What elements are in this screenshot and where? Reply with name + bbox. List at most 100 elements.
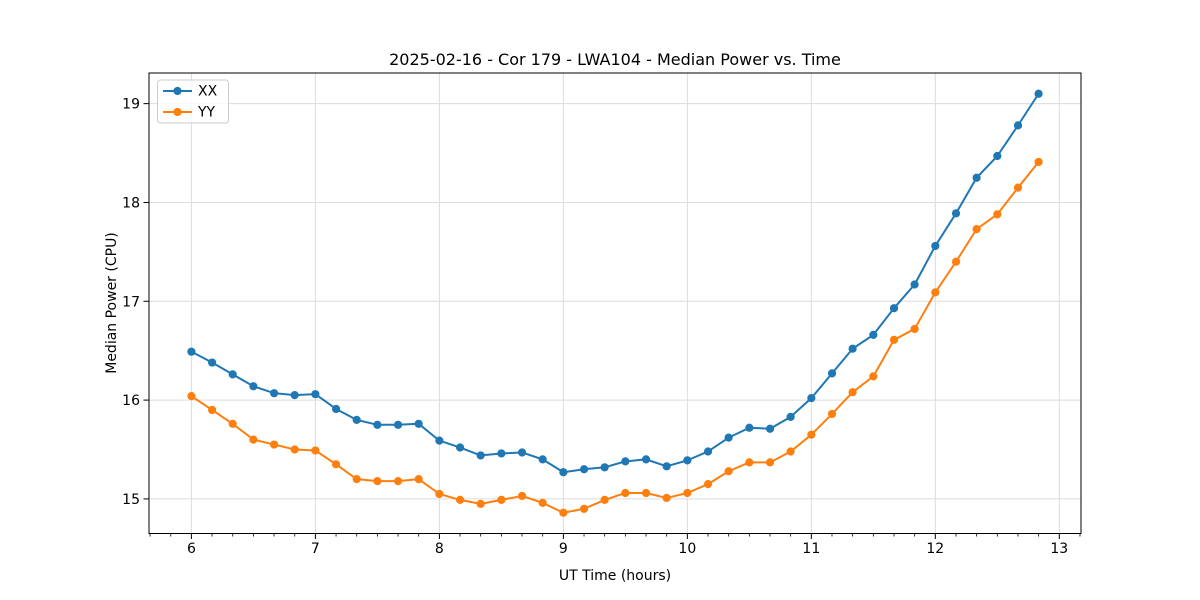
data-point-xx bbox=[187, 347, 196, 356]
data-point-yy bbox=[641, 488, 651, 498]
data-point-xx bbox=[993, 151, 1002, 161]
data-point-yy bbox=[765, 458, 775, 467]
data-point-xx bbox=[352, 415, 361, 424]
data-point-yy bbox=[517, 491, 527, 501]
data-point-xx bbox=[951, 209, 961, 218]
series-line-xx bbox=[190, 93, 1040, 474]
x-tick-label: 13 bbox=[1050, 541, 1068, 557]
legend-entry-xx: XX bbox=[163, 84, 218, 100]
grid-lines bbox=[149, 73, 1081, 534]
data-point-yy bbox=[208, 405, 217, 415]
data-point-yy bbox=[724, 467, 733, 476]
data-point-xx bbox=[807, 394, 816, 403]
y-tick-label: 15 bbox=[122, 492, 140, 508]
axes-frame bbox=[148, 72, 1082, 534]
y-tick-label: 19 bbox=[122, 97, 140, 113]
data-point-yy bbox=[559, 508, 568, 517]
data-point-yy bbox=[538, 498, 547, 507]
x-axis-label: UT Time (hours) bbox=[559, 568, 671, 584]
x-tick-label: 12 bbox=[926, 541, 944, 557]
data-point-yy bbox=[869, 372, 878, 381]
data-point-yy bbox=[600, 495, 609, 505]
data-point-yy bbox=[414, 475, 423, 484]
data-point-xx bbox=[931, 241, 940, 251]
data-point-yy bbox=[972, 225, 981, 234]
data-point-yy bbox=[352, 475, 361, 484]
data-point-xx bbox=[517, 448, 527, 457]
data-point-xx bbox=[579, 465, 589, 474]
data-point-xx bbox=[765, 424, 775, 433]
data-point-xx bbox=[889, 304, 899, 313]
legend-label-xx: XX bbox=[198, 84, 218, 100]
x-tick-label: 6 bbox=[187, 541, 196, 557]
legend: XX YY bbox=[157, 79, 229, 124]
axis-ticks bbox=[143, 103, 1081, 539]
x-tick-label: 9 bbox=[559, 541, 568, 557]
y-tick-label: 16 bbox=[122, 393, 140, 409]
series-line-yy bbox=[190, 161, 1040, 514]
data-point-xx bbox=[848, 344, 857, 353]
data-point-xx bbox=[662, 462, 671, 471]
data-point-yy bbox=[1013, 183, 1023, 192]
data-point-xx bbox=[869, 330, 878, 339]
data-point-yy bbox=[683, 488, 692, 498]
data-point-yy bbox=[931, 288, 940, 297]
data-point-xx bbox=[270, 389, 279, 398]
legend-box bbox=[157, 79, 229, 124]
data-point-xx bbox=[290, 391, 299, 400]
data-point-yy bbox=[621, 488, 630, 498]
data-point-yy bbox=[270, 440, 279, 449]
data-point-yy bbox=[889, 335, 899, 344]
data-point-yy bbox=[786, 447, 795, 456]
legend-marker-yy bbox=[173, 107, 182, 117]
data-point-yy bbox=[662, 493, 671, 503]
data-point-xx bbox=[786, 412, 795, 421]
data-point-xx bbox=[1013, 121, 1023, 130]
data-point-yy bbox=[993, 210, 1002, 219]
data-point-yy bbox=[910, 324, 919, 334]
y-tick-label: 17 bbox=[122, 294, 140, 310]
data-point-xx bbox=[414, 419, 423, 428]
legend-entry-yy: YY bbox=[163, 105, 216, 121]
data-point-yy bbox=[848, 388, 857, 397]
x-tick-label: 8 bbox=[435, 541, 444, 557]
data-point-xx bbox=[641, 455, 651, 464]
series-yy bbox=[187, 157, 1043, 517]
data-point-yy bbox=[290, 445, 299, 454]
data-point-yy bbox=[827, 409, 837, 419]
data-point-yy bbox=[393, 477, 403, 486]
legend-label-yy: YY bbox=[197, 105, 216, 121]
data-point-xx bbox=[476, 451, 485, 460]
data-point-yy bbox=[331, 460, 341, 469]
y-tick-label: 18 bbox=[122, 195, 140, 211]
data-point-xx bbox=[703, 447, 713, 456]
data-point-xx bbox=[228, 370, 237, 379]
data-point-xx bbox=[331, 404, 341, 414]
data-point-yy bbox=[228, 419, 237, 428]
x-tick-label: 11 bbox=[802, 541, 820, 557]
data-point-yy bbox=[807, 430, 816, 439]
legend-marker-xx bbox=[173, 86, 182, 96]
data-point-yy bbox=[311, 446, 320, 455]
data-point-xx bbox=[683, 456, 692, 465]
series-xx bbox=[187, 89, 1043, 477]
chart-title: 2025-02-16 - Cor 179 - LWA104 - Median P… bbox=[389, 50, 841, 69]
data-point-yy bbox=[249, 435, 258, 444]
data-point-xx bbox=[249, 382, 258, 391]
data-point-xx bbox=[621, 457, 630, 466]
data-point-xx bbox=[1034, 89, 1043, 98]
data-point-xx bbox=[724, 433, 733, 442]
data-point-xx bbox=[538, 455, 547, 464]
data-point-yy bbox=[951, 257, 961, 266]
tick-labels: 6 7 8 9 10 11 12 13 15 16 17 18 19 bbox=[122, 97, 1068, 557]
data-series bbox=[187, 89, 1043, 517]
data-point-yy bbox=[579, 504, 589, 513]
data-point-xx bbox=[497, 449, 506, 458]
data-point-xx bbox=[972, 173, 981, 182]
data-point-yy bbox=[1034, 157, 1043, 167]
data-point-xx bbox=[745, 423, 754, 432]
data-point-yy bbox=[476, 499, 485, 508]
data-point-xx bbox=[393, 420, 403, 429]
